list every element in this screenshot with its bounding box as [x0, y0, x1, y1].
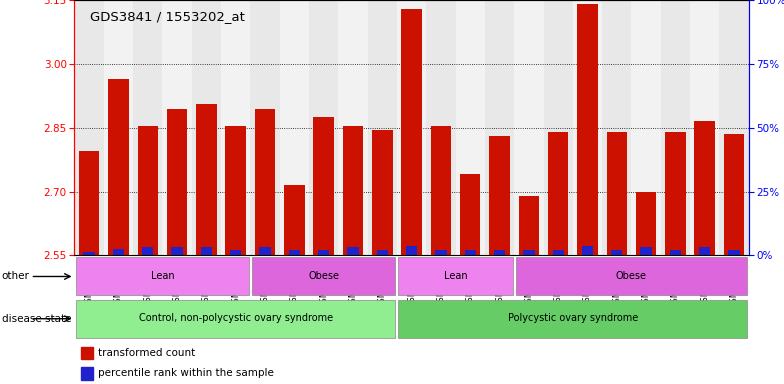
Bar — [724, 134, 744, 255]
Bar — [192, 0, 221, 255]
Bar — [494, 250, 505, 255]
Text: percentile rank within the sample: percentile rank within the sample — [98, 368, 274, 378]
Bar — [397, 0, 426, 255]
Bar — [230, 250, 241, 255]
Text: Obese: Obese — [616, 271, 647, 281]
Bar — [553, 250, 564, 255]
Bar — [516, 257, 747, 296]
Bar — [485, 0, 514, 255]
Bar — [76, 257, 249, 296]
Bar — [456, 0, 485, 255]
Bar — [76, 300, 395, 338]
Bar — [670, 250, 681, 255]
Bar — [280, 0, 309, 255]
Bar — [636, 192, 656, 255]
Text: Lean: Lean — [444, 271, 467, 281]
Text: disease state: disease state — [2, 314, 71, 324]
Bar — [83, 252, 95, 255]
Bar — [641, 247, 652, 255]
Bar — [343, 126, 363, 255]
Bar — [489, 136, 510, 255]
Bar — [221, 0, 250, 255]
Text: Polycystic ovary syndrome: Polycystic ovary syndrome — [508, 313, 638, 323]
Bar — [728, 250, 740, 255]
Bar — [398, 300, 747, 338]
Bar — [699, 247, 710, 255]
Bar — [548, 132, 568, 255]
Text: Lean: Lean — [151, 271, 174, 281]
Bar — [695, 121, 715, 255]
Bar — [74, 0, 103, 255]
Bar — [401, 8, 422, 255]
Bar — [661, 0, 690, 255]
Bar — [518, 196, 539, 255]
Bar — [523, 250, 535, 255]
Bar — [612, 250, 622, 255]
Bar — [255, 109, 275, 255]
Bar — [260, 247, 270, 255]
Bar — [172, 247, 183, 255]
Bar — [690, 0, 720, 255]
Bar — [226, 126, 246, 255]
Bar — [314, 117, 334, 255]
Bar — [201, 247, 212, 255]
Bar — [196, 104, 216, 255]
Bar — [460, 174, 481, 255]
Bar — [108, 79, 129, 255]
Bar — [368, 0, 397, 255]
Bar — [398, 257, 513, 296]
Bar — [113, 249, 124, 255]
Bar — [103, 0, 133, 255]
Bar — [543, 0, 573, 255]
Bar — [309, 0, 339, 255]
Text: Control, non-polycystic ovary syndrome: Control, non-polycystic ovary syndrome — [139, 313, 332, 323]
Bar — [430, 126, 451, 255]
Bar — [318, 250, 329, 255]
Bar — [339, 0, 368, 255]
Bar — [162, 0, 192, 255]
Bar — [376, 250, 388, 255]
Bar — [284, 185, 305, 255]
Bar — [142, 247, 154, 255]
Bar — [582, 246, 593, 255]
Bar — [577, 4, 597, 255]
Bar — [347, 247, 358, 255]
Text: Obese: Obese — [308, 271, 339, 281]
Bar — [435, 250, 447, 255]
Bar — [250, 0, 280, 255]
Bar — [82, 367, 93, 379]
Bar — [372, 130, 393, 255]
Bar — [607, 132, 627, 255]
Bar — [573, 0, 602, 255]
Bar — [289, 250, 300, 255]
Bar — [602, 0, 631, 255]
Bar — [82, 347, 93, 359]
Bar — [79, 151, 100, 255]
Bar — [137, 126, 158, 255]
Text: other: other — [2, 271, 30, 281]
Bar — [514, 0, 543, 255]
Bar — [406, 246, 417, 255]
Bar — [665, 132, 686, 255]
Bar — [252, 257, 395, 296]
Bar — [133, 0, 162, 255]
Bar — [465, 250, 476, 255]
Text: transformed count: transformed count — [98, 348, 195, 358]
Bar — [631, 0, 661, 255]
Bar — [167, 109, 187, 255]
Bar — [720, 0, 749, 255]
Bar — [426, 0, 456, 255]
Text: GDS3841 / 1553202_at: GDS3841 / 1553202_at — [90, 10, 245, 23]
